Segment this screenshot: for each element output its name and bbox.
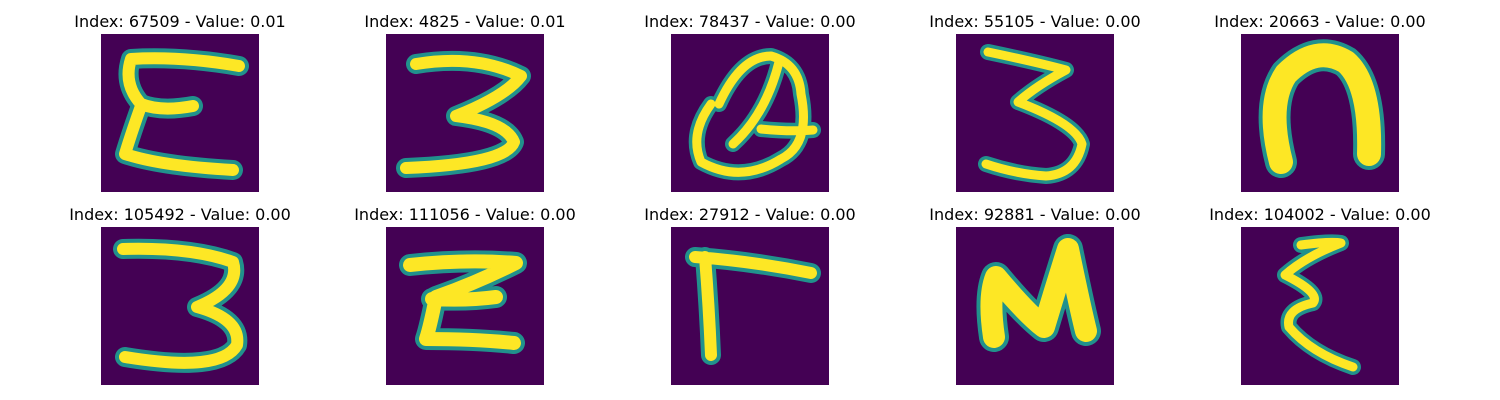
digit-image	[1241, 227, 1399, 385]
sample-title: Index: 4825 - Value: 0.01	[364, 12, 566, 31]
digit-image	[956, 227, 1114, 385]
digit-image	[386, 227, 544, 385]
sample-title: Index: 78437 - Value: 0.00	[644, 12, 856, 31]
sample-title: Index: 111056 - Value: 0.00	[354, 205, 576, 224]
sample-title: Index: 20663 - Value: 0.00	[1214, 12, 1426, 31]
digit-image	[386, 34, 544, 192]
digit-image	[101, 227, 259, 385]
sample-title: Index: 104002 - Value: 0.00	[1209, 205, 1431, 224]
sample-title: Index: 67509 - Value: 0.01	[74, 12, 286, 31]
sample-title: Index: 55105 - Value: 0.00	[929, 12, 1141, 31]
digit-image	[671, 227, 829, 385]
digit-image	[101, 34, 259, 192]
digit-image	[1241, 34, 1399, 192]
digit-image	[671, 34, 829, 192]
sample-title: Index: 27912 - Value: 0.00	[644, 205, 856, 224]
sample-title: Index: 92881 - Value: 0.00	[929, 205, 1141, 224]
digit-image	[956, 34, 1114, 192]
sample-title: Index: 105492 - Value: 0.00	[69, 205, 291, 224]
